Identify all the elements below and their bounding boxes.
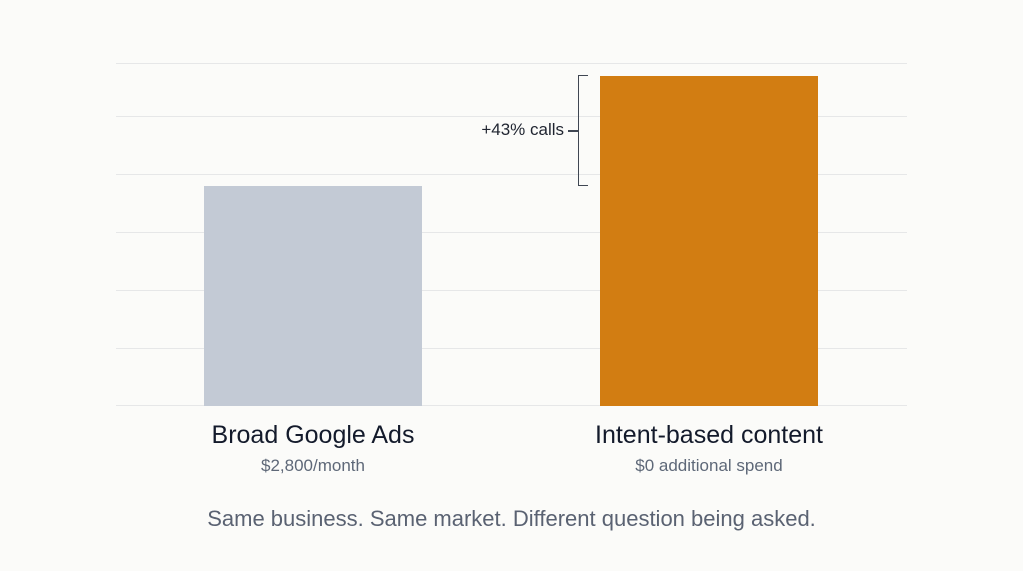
gridline bbox=[116, 232, 907, 233]
difference-bracket bbox=[578, 75, 588, 186]
gridline bbox=[116, 290, 907, 291]
difference-annotation: +43% calls bbox=[481, 120, 564, 139]
chart-caption: Same business. Same market. Different qu… bbox=[207, 506, 816, 531]
bar-intent-based-content bbox=[600, 76, 818, 406]
category-label-broad-google-ads: Broad Google Ads bbox=[211, 421, 415, 449]
gridline bbox=[116, 63, 907, 64]
bracket-pointer bbox=[568, 130, 578, 132]
category-label-intent-based-content: Intent-based content bbox=[595, 421, 823, 449]
chart-plot-area bbox=[116, 63, 907, 406]
category-subtitle-spend: $0 additional spend bbox=[635, 456, 783, 475]
gridline bbox=[116, 174, 907, 175]
bar-broad-google-ads bbox=[204, 186, 422, 406]
gridline-baseline bbox=[116, 405, 907, 406]
gridline bbox=[116, 116, 907, 117]
gridline bbox=[116, 348, 907, 349]
category-subtitle-cost: $2,800/month bbox=[261, 456, 365, 475]
